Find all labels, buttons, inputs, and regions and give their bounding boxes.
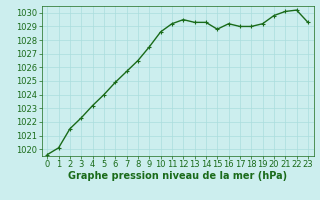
X-axis label: Graphe pression niveau de la mer (hPa): Graphe pression niveau de la mer (hPa)	[68, 171, 287, 181]
